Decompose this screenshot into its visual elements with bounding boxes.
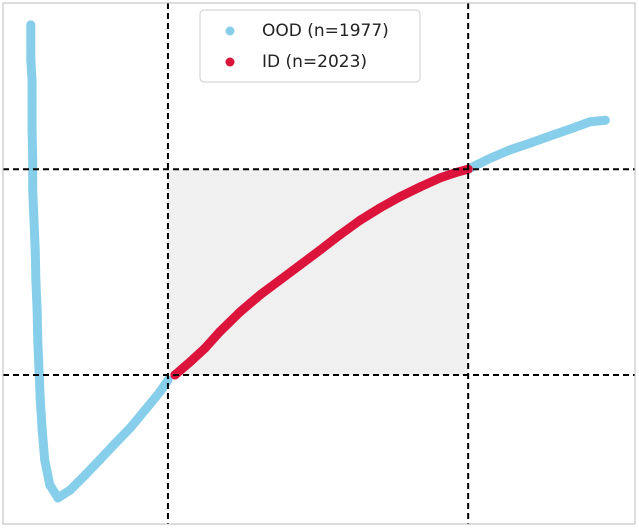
point	[255, 290, 265, 300]
shaded-region	[167, 169, 469, 375]
point	[31, 275, 41, 285]
point	[28, 155, 38, 165]
point	[140, 405, 150, 415]
point	[335, 230, 345, 240]
point	[27, 75, 37, 85]
point	[295, 260, 305, 270]
point	[435, 173, 445, 183]
point	[110, 439, 120, 449]
point	[355, 215, 365, 225]
point	[163, 375, 173, 385]
point	[27, 95, 37, 105]
legend-marker	[225, 57, 235, 67]
point	[26, 55, 36, 65]
point	[95, 455, 105, 465]
point	[415, 182, 425, 192]
point	[565, 124, 575, 134]
legend-box	[199, 9, 421, 83]
point	[275, 275, 285, 285]
point	[35, 395, 45, 405]
point	[32, 305, 42, 315]
point	[505, 145, 515, 155]
point	[235, 307, 245, 317]
legend-marker	[225, 26, 235, 36]
point-trail	[26, 20, 173, 503]
point	[29, 215, 39, 225]
point	[450, 168, 460, 178]
legend-label: ID (n=2023)	[262, 52, 367, 72]
point	[395, 192, 405, 202]
point	[33, 335, 43, 345]
point	[53, 493, 63, 503]
point	[34, 365, 44, 375]
point	[45, 480, 55, 490]
point	[80, 470, 90, 480]
point	[26, 35, 36, 45]
point	[26, 20, 36, 30]
point	[485, 153, 495, 163]
point	[30, 245, 40, 255]
legend: OOD (n=1977) ID (n=2023)	[199, 9, 421, 83]
point	[375, 203, 385, 213]
point	[37, 425, 47, 435]
legend-label: OOD (n=1977)	[262, 21, 389, 41]
point	[215, 327, 225, 337]
point	[525, 138, 535, 148]
point	[545, 131, 555, 141]
point	[65, 485, 75, 495]
point	[200, 343, 210, 353]
point	[27, 125, 37, 135]
point	[125, 423, 135, 433]
point	[28, 185, 38, 195]
point	[40, 455, 50, 465]
point	[155, 387, 165, 397]
point	[600, 115, 610, 125]
point	[315, 245, 325, 255]
point	[585, 117, 595, 127]
point	[185, 357, 195, 367]
